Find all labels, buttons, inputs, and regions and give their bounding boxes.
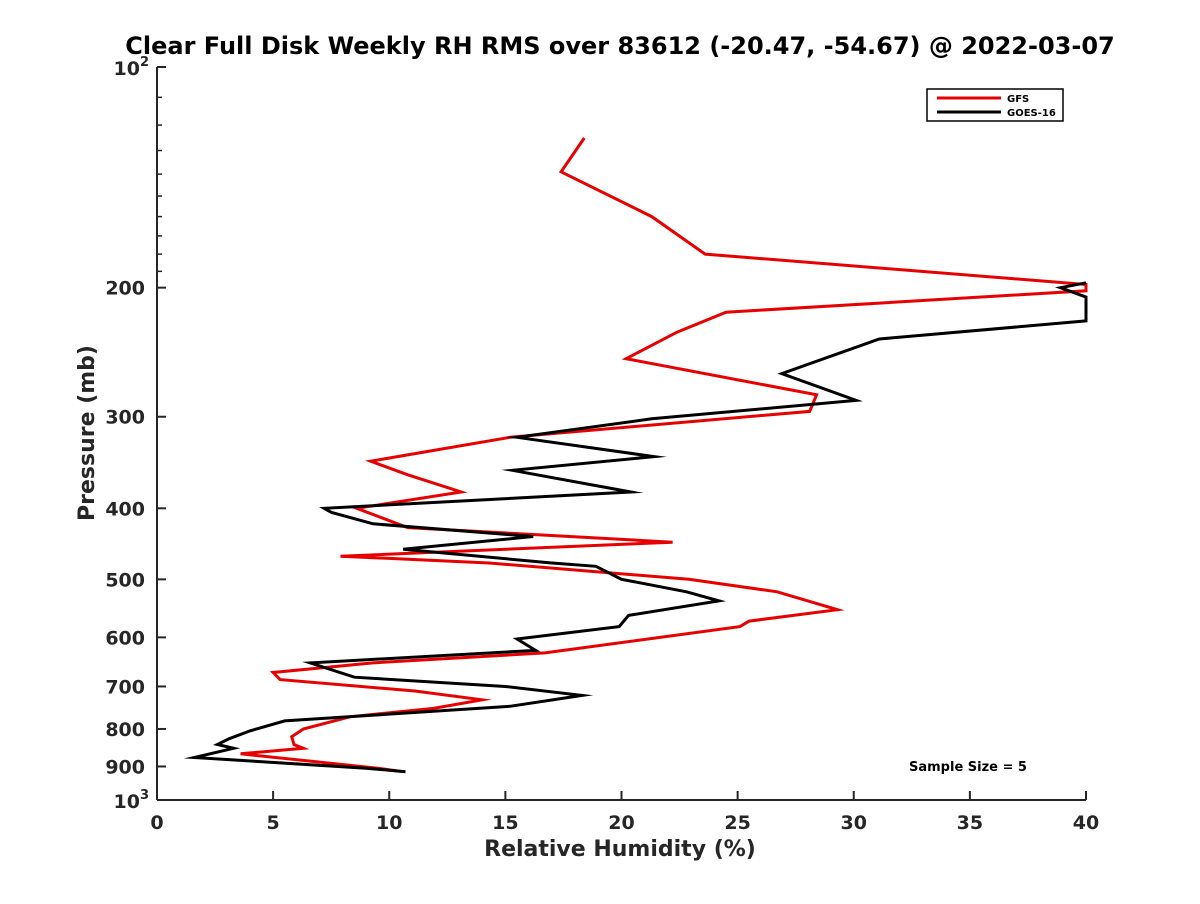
x-tick-label: 10 (376, 812, 402, 834)
x-tick-label: 35 (957, 812, 983, 834)
y-tick-label: 300 (105, 407, 145, 429)
y-tick-label: 800 (105, 719, 145, 741)
y-tick-label: 700 (105, 676, 145, 698)
x-tick-label: 5 (267, 812, 280, 834)
y-axis-label: Pressure (mb) (75, 345, 100, 521)
x-tick-label: 40 (1073, 812, 1099, 834)
x-tick-label: 25 (724, 812, 750, 834)
y-tick-label: 900 (105, 756, 145, 778)
series-line-goes-16 (183, 281, 1088, 774)
series-layer (183, 137, 1088, 774)
y-tick-label: 102 (114, 55, 150, 80)
x-tick-label: 0 (150, 812, 163, 834)
sample-size-annotation: Sample Size = 5 (909, 760, 1027, 775)
chart-title: Clear Full Disk Weekly RH RMS over 83612… (125, 32, 1114, 60)
y-tick-label: 103 (114, 788, 150, 813)
legend: GFS GOES-16 (926, 88, 1064, 122)
legend-box (926, 88, 1064, 122)
y-tick-label: 500 (105, 569, 145, 591)
x-tick-label: 20 (608, 812, 634, 834)
x-axis-label: Relative Humidity (%) (484, 837, 756, 862)
series-line-gfs (240, 137, 1088, 774)
legend-label-goes-16: GOES-16 (1007, 108, 1056, 119)
y-tick-label: 600 (105, 627, 145, 649)
y-tick-label: 400 (105, 498, 145, 520)
x-tick-label: 15 (492, 812, 518, 834)
axes-layer: 0 5 10 15 20 25 30 35 40 102 200 300 400 500 600 700 800… (105, 55, 1099, 834)
y-tick-label: 200 (105, 278, 145, 300)
legend-label-gfs: GFS (1007, 94, 1029, 105)
x-tick-label: 30 (841, 812, 867, 834)
